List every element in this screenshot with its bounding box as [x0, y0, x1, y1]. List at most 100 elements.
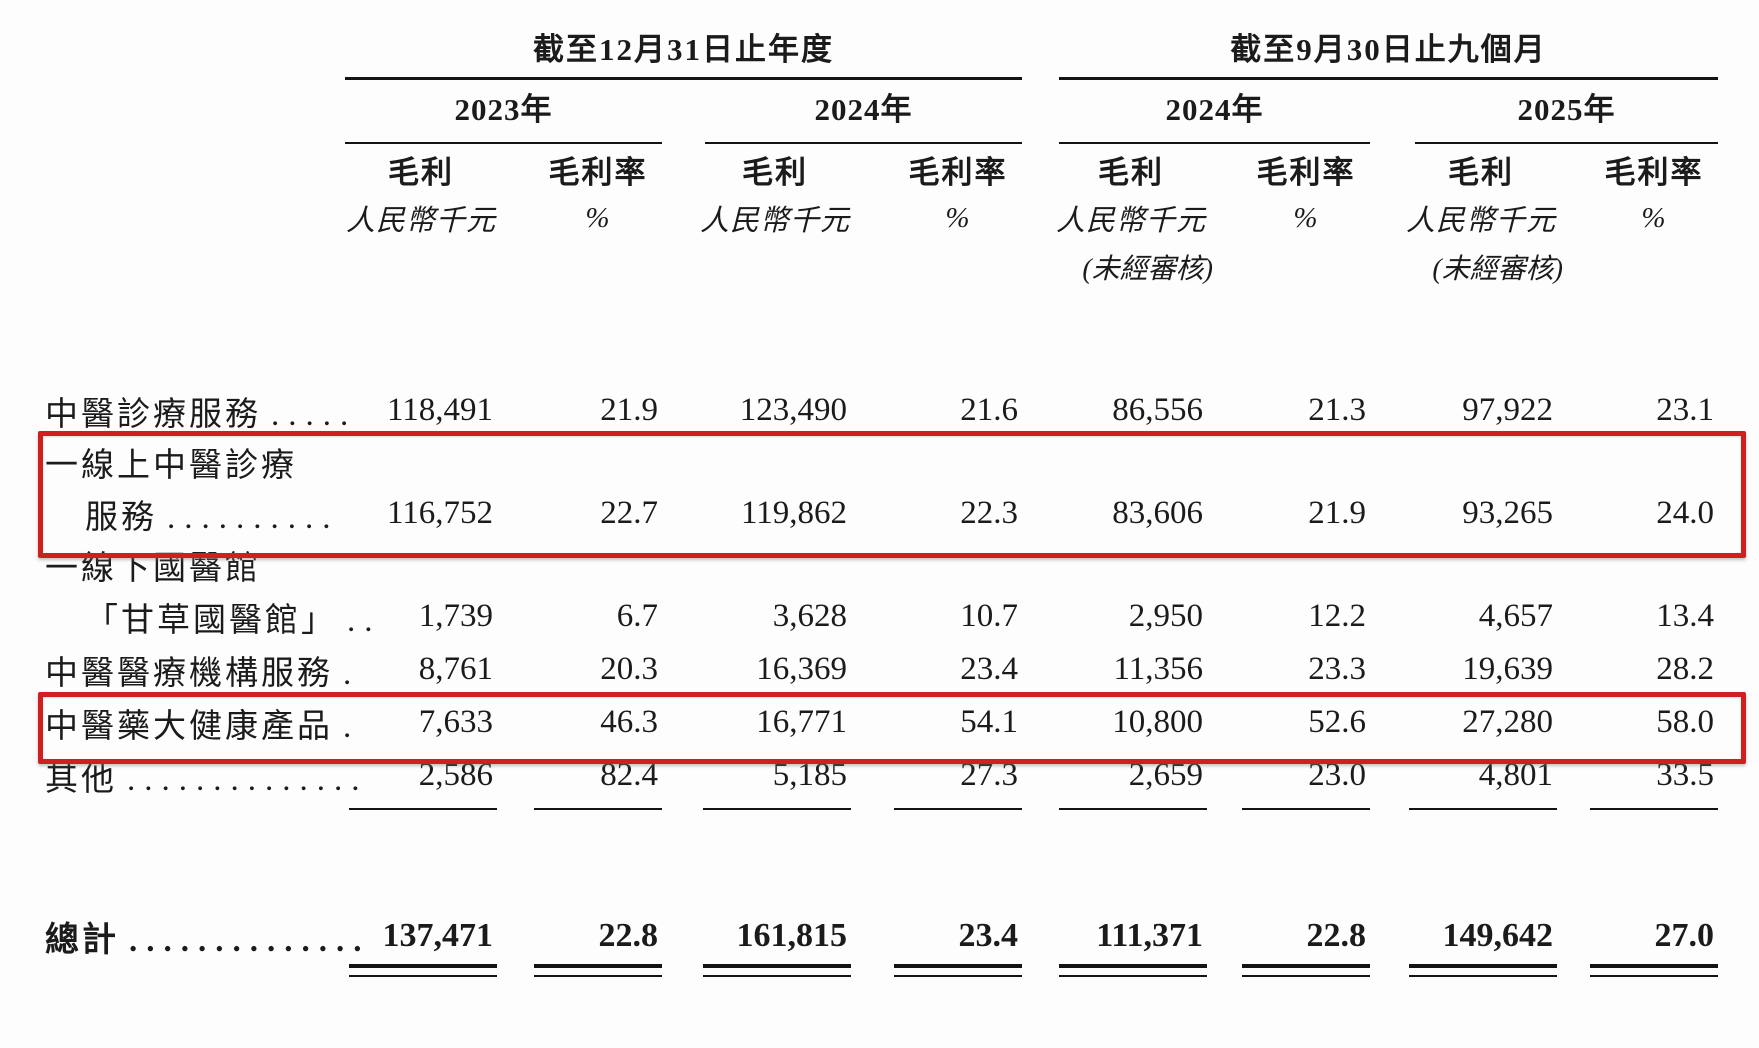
rule-line	[349, 802, 497, 810]
unit-percent: %	[585, 201, 611, 234]
total-gpm-2025-9m: 27.0	[1654, 917, 1715, 954]
total-gpm-2023: 22.8	[598, 917, 659, 954]
year-header-row: 2023年 2024年 2024年 2025年	[45, 80, 1718, 132]
row-label: 一線下國醫館	[45, 551, 261, 587]
col-header-gp: 毛利	[388, 154, 454, 190]
cell-gp-2023: 1,739	[418, 598, 493, 634]
cell-gpm-2024: 23.4	[960, 651, 1018, 687]
gross-profit-table: 截至12月31日止年度 截至9月30日止九個月 2023年 2024年 2024…	[45, 0, 1718, 982]
rule-line	[1059, 77, 1718, 80]
cell-gpm-2024: 54.1	[960, 704, 1018, 740]
cell-gp-2025-9m: 4,801	[1478, 757, 1553, 793]
rule-line	[894, 802, 1022, 810]
cell-gp-2024: 123,490	[739, 392, 847, 428]
cell-gp-2023: 2,586	[418, 757, 493, 793]
row-label: 中醫醫療機構服務	[45, 655, 333, 692]
unit-rmb: 人民幣千元	[699, 205, 850, 237]
cell-gp-2024-9m: 86,556	[1112, 392, 1203, 428]
cell-gp-2024: 5,185	[772, 757, 847, 793]
row-label: 中醫藥大健康產品	[45, 708, 333, 745]
subtotal-rule-row	[45, 802, 1718, 816]
cell-gpm-2024-9m: 23.0	[1308, 757, 1366, 793]
total-gp-2024-9m: 111,371	[1096, 917, 1203, 954]
col-header-gp: 毛利	[742, 154, 808, 190]
dot-leader: ..............	[129, 922, 371, 959]
rule-line	[1242, 802, 1370, 810]
row-label-line2: 「甘草國醫館」	[85, 602, 337, 639]
rule-line	[345, 77, 1022, 80]
unaudited-note: (未經審核)	[1082, 254, 1213, 285]
table-row-online-tcm: 服務.......... 116,752 22.7 119,862 22.3 8…	[45, 487, 1718, 540]
cell-gp-2025-9m: 27,280	[1462, 704, 1553, 740]
cell-gp-2024-9m: 10,800	[1112, 704, 1203, 740]
col-header-gpm: 毛利率	[1256, 154, 1356, 190]
dot-leader: ..	[347, 602, 382, 639]
unaudited-note: (未經審核)	[1432, 254, 1563, 285]
cell-gp-2025-9m: 93,265	[1462, 495, 1553, 531]
row-label: 其他	[45, 761, 117, 798]
cell-gpm-2025-9m: 13.4	[1656, 598, 1714, 634]
cell-gpm-2025-9m: 28.2	[1656, 651, 1714, 687]
double-rule-line	[349, 964, 497, 977]
rule-line	[534, 802, 662, 810]
double-rule-line	[1590, 964, 1718, 977]
table-row-online-tcm-label: 一線上中醫診療	[45, 437, 1718, 487]
cell-gpm-2023: 20.3	[600, 651, 658, 687]
table-row-offline-clinic: 「甘草國醫館」.. 1,739 6.7 3,628 10.7 2,950 12.…	[45, 590, 1718, 643]
row-label: 一線上中醫診療	[45, 448, 297, 484]
rule-line	[705, 142, 1022, 144]
column-header-row: 毛利 毛利率 毛利 毛利率 毛利 毛利率 毛利 毛利率	[45, 144, 1718, 194]
cell-gp-2024: 16,369	[756, 651, 847, 687]
col-header-gp: 毛利	[1448, 154, 1514, 190]
double-rule-line	[703, 964, 851, 977]
rule-line	[703, 802, 851, 810]
unit-percent: %	[1641, 201, 1667, 234]
cell-gpm-2023: 6.7	[616, 598, 658, 634]
cell-gp-2024: 3,628	[772, 598, 847, 634]
row-label-line2: 服務	[85, 499, 157, 536]
cell-gpm-2024: 27.3	[960, 757, 1018, 793]
row-label: 中醫診療服務	[45, 396, 261, 433]
year-2024-9m: 2024年	[1165, 91, 1264, 127]
cell-gp-2023: 7,633	[418, 704, 493, 740]
cell-gpm-2024-9m: 12.2	[1308, 598, 1366, 634]
period-group-header-row: 截至12月31日止年度 截至9月30日止九個月	[45, 22, 1718, 70]
table-row-offline-clinic-label: 一線下國醫館	[45, 540, 1718, 590]
double-rule-line	[1409, 964, 1557, 977]
total-gp-2023: 137,471	[382, 917, 494, 954]
unit-rmb: 人民幣千元	[1055, 205, 1206, 237]
cell-gp-2023: 8,761	[418, 651, 493, 687]
period-group-rule-row	[45, 70, 1718, 80]
cell-gpm-2024: 21.6	[960, 392, 1018, 428]
total-gp-2024: 161,815	[736, 917, 848, 954]
dot-leader: ..........	[167, 499, 340, 536]
cell-gp-2025-9m: 4,657	[1478, 598, 1553, 634]
total-label: 總計	[45, 921, 119, 959]
cell-gp-2024-9m: 83,606	[1112, 495, 1203, 531]
year-2024: 2024年	[814, 91, 913, 127]
unit-percent: %	[945, 201, 971, 234]
double-rule-line	[1059, 964, 1207, 977]
col-header-gpm: 毛利率	[1604, 154, 1704, 190]
rule-line	[1409, 802, 1557, 810]
table-row-tcm-health-products: 中醫藥大健康產品. 7,633 46.3 16,771 54.1 10,800 …	[45, 696, 1718, 749]
period-group-nine-months: 截至9月30日止九個月	[1230, 31, 1547, 67]
cell-gpm-2024-9m: 21.9	[1308, 495, 1366, 531]
table-row-tcm-institution: 中醫醫療機構服務. 8,761 20.3 16,369 23.4 11,356 …	[45, 643, 1718, 696]
cell-gp-2024: 119,862	[740, 495, 847, 531]
period-group-annual: 截至12月31日止年度	[533, 31, 834, 67]
cell-gpm-2024: 10.7	[960, 598, 1018, 634]
cell-gpm-2025-9m: 33.5	[1656, 757, 1714, 793]
unit-row: 人民幣千元 % 人民幣千元 % 人民幣千元 % 人民幣千元 %	[45, 194, 1718, 242]
year-2025-9m: 2025年	[1517, 91, 1616, 127]
table-row-tcm-diagnosis: 中醫診療服務..... 118,491 21.9 123,490 21.6 86…	[45, 384, 1718, 437]
double-rule-line	[534, 964, 662, 977]
col-header-gpm: 毛利率	[908, 154, 1008, 190]
total-gpm-2024-9m: 22.8	[1306, 917, 1367, 954]
cell-gpm-2024-9m: 23.3	[1308, 651, 1366, 687]
dot-leader: .	[343, 655, 361, 692]
cell-gpm-2025-9m: 23.1	[1656, 392, 1714, 428]
cell-gpm-2023: 21.9	[600, 392, 658, 428]
cell-gpm-2023: 46.3	[600, 704, 658, 740]
cell-gp-2025-9m: 97,922	[1462, 392, 1553, 428]
